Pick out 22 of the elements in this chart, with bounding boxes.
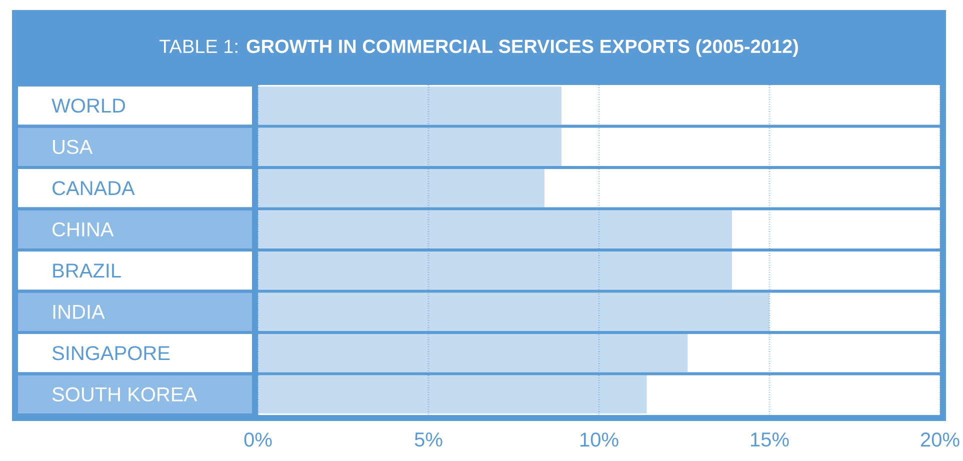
- y-tick-label: SINGAPORE: [52, 346, 170, 360]
- y-tick-label: CANADA: [52, 181, 135, 196]
- y-tick-label: BRAZIL: [53, 264, 121, 278]
- x-tick-label: 5%: [414, 432, 442, 447]
- y-tick-label: CHINA: [52, 222, 114, 236]
- bar: [258, 169, 544, 208]
- chart-title: TABLE 1: GROWTH IN COMMERCIAL SERVICES EXPORTS (2005-2012): [160, 39, 798, 57]
- y-tick-label: USA: [53, 140, 93, 154]
- x-tick-label: 20%: [920, 432, 960, 447]
- x-tick-label: 0%: [244, 432, 272, 447]
- bar: [258, 292, 770, 332]
- bar: [258, 375, 647, 414]
- bar: [258, 86, 562, 125]
- x-tick-label: 10%: [580, 432, 618, 447]
- y-tick-label: WORLD: [52, 98, 126, 113]
- bar: [258, 252, 732, 290]
- bar: [258, 128, 562, 166]
- bar: [258, 334, 688, 372]
- bar: [258, 210, 732, 249]
- y-tick-label: SOUTH KOREA: [52, 387, 198, 402]
- x-tick-label: 15%: [751, 432, 789, 447]
- y-tick-label: INDIA: [53, 305, 105, 319]
